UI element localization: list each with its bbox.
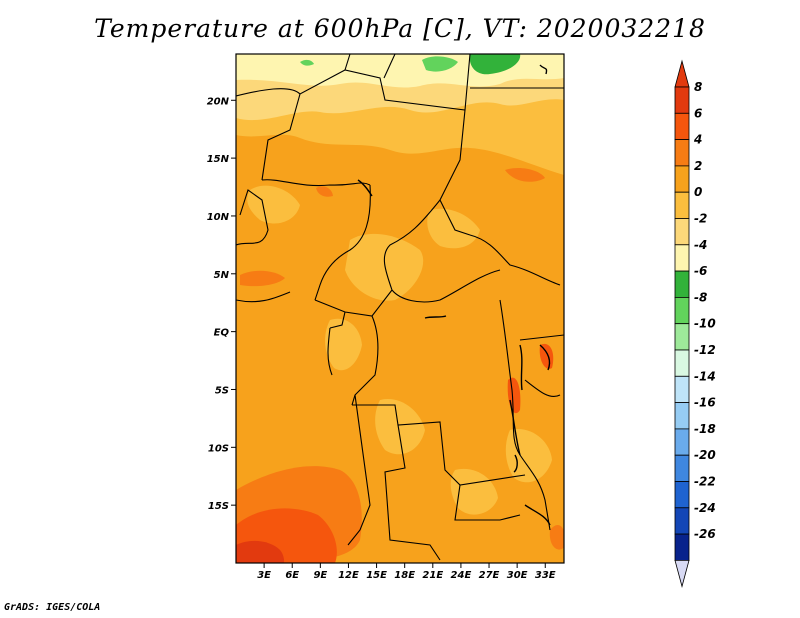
colorbar-label: 4 — [693, 133, 702, 147]
lon-tick-label: 24E — [451, 570, 472, 581]
colorbar-swatch — [674, 323, 690, 351]
grads-credit: GrADS: IGES/COLA — [4, 602, 101, 613]
colorbar: 8 6 4 2 0 -2 -4 -6 -8 -10 -12 -14 -16 -18 -20 -22 -24 -26 — [674, 59, 716, 588]
lon-tick-label: 12E — [338, 570, 359, 581]
colorbar-swatch — [674, 349, 690, 377]
field-patch-b — [427, 208, 480, 249]
lat-tick-label: 20N — [207, 96, 230, 107]
lat-tick-label: EQ — [214, 328, 230, 339]
colorbar-swatch — [674, 165, 690, 193]
lon-tick-label: 9E — [313, 570, 327, 581]
lon-tick-label: 27E — [479, 570, 500, 581]
colorbar-swatch — [674, 270, 690, 298]
colorbar-label: -10 — [694, 317, 716, 331]
lon-tick-label: 33E — [535, 570, 556, 581]
colorbar-swatch — [674, 112, 690, 141]
lon-tick-label: 15E — [366, 570, 387, 581]
temperature-field — [236, 54, 564, 563]
field-patch-d — [375, 399, 425, 455]
colorbar-label: -8 — [694, 290, 707, 304]
lon-tick-label: 3E — [257, 570, 271, 581]
field-patch-a — [345, 233, 424, 301]
colorbar-label: -26 — [694, 527, 716, 541]
colorbar-swatch — [674, 191, 690, 219]
lat-tick-label: 10N — [207, 212, 230, 223]
lakes — [357, 64, 551, 526]
colorbar-swatch — [674, 86, 690, 114]
colorbar-label: -14 — [694, 369, 716, 383]
field-warm-patch-1 — [240, 270, 285, 287]
colorbar-label: -16 — [694, 396, 716, 410]
colorbar-swatch — [674, 139, 690, 167]
colorbar-label: -12 — [694, 343, 716, 357]
colorbar-label: -6 — [694, 264, 707, 278]
map-frame — [235, 53, 565, 564]
colorbar-swatch — [674, 481, 690, 509]
field-warm-patch-6 — [549, 525, 564, 550]
lon-tick-label: 30E — [507, 570, 528, 581]
lat-tick-label: 5S — [215, 385, 229, 396]
field-patch-g — [247, 185, 300, 224]
colorbar-swatch — [674, 507, 690, 535]
colorbar-swatch — [674, 218, 690, 246]
colorbar-swatch — [674, 454, 690, 482]
lat-tick-label: 5N — [214, 270, 230, 281]
colorbar-label: -4 — [694, 238, 707, 252]
colorbar-swatch — [674, 244, 690, 272]
colorbar-swatch — [674, 296, 690, 325]
lon-tick-label: 18E — [394, 570, 415, 581]
colorbar-label: -22 — [694, 475, 716, 489]
lon-tick-label: 6E — [285, 570, 299, 581]
colorbar-swatch — [674, 375, 690, 403]
lat-tick-label: 10S — [208, 443, 229, 454]
colorbar-label: -20 — [694, 448, 716, 462]
colorbar-top-arrow — [674, 59, 690, 88]
colorbar-label: 2 — [694, 159, 702, 173]
colorbar-label: -2 — [694, 212, 707, 226]
colorbar-swatch — [674, 402, 690, 430]
colorbar-swatch — [674, 428, 690, 456]
field-cold-patch-3 — [300, 59, 314, 66]
field-cold-patch-1 — [469, 54, 521, 75]
chart-title: Temperature at 600hPa [C], VT: 202003221… — [94, 14, 706, 43]
lat-tick-label: 15S — [208, 501, 229, 512]
colorbar-label: 6 — [694, 106, 702, 120]
colorbar-label: 0 — [694, 185, 702, 199]
field-warm-patch-2 — [505, 167, 545, 182]
colorbar-label: -18 — [694, 422, 716, 436]
colorbar-bottom-arrow — [674, 560, 690, 588]
field-cold-patch-2 — [422, 56, 458, 72]
colorbar-swatch — [674, 533, 690, 561]
lat-tick-label: 15N — [207, 154, 230, 165]
field-patch-c — [325, 318, 362, 371]
field-patch-e — [450, 468, 498, 515]
map-axes: 20N 15N 10N 5N EQ 5S 10S 15S 3E 6E 9E 12E 15E 18E 21E 2… — [207, 96, 556, 581]
field-band-8-plus — [236, 540, 285, 563]
colorbar-label: 8 — [694, 80, 702, 94]
lon-tick-label: 21E — [422, 570, 443, 581]
colorbar-label: -24 — [694, 501, 716, 515]
field-warm-patch-3 — [316, 186, 333, 197]
